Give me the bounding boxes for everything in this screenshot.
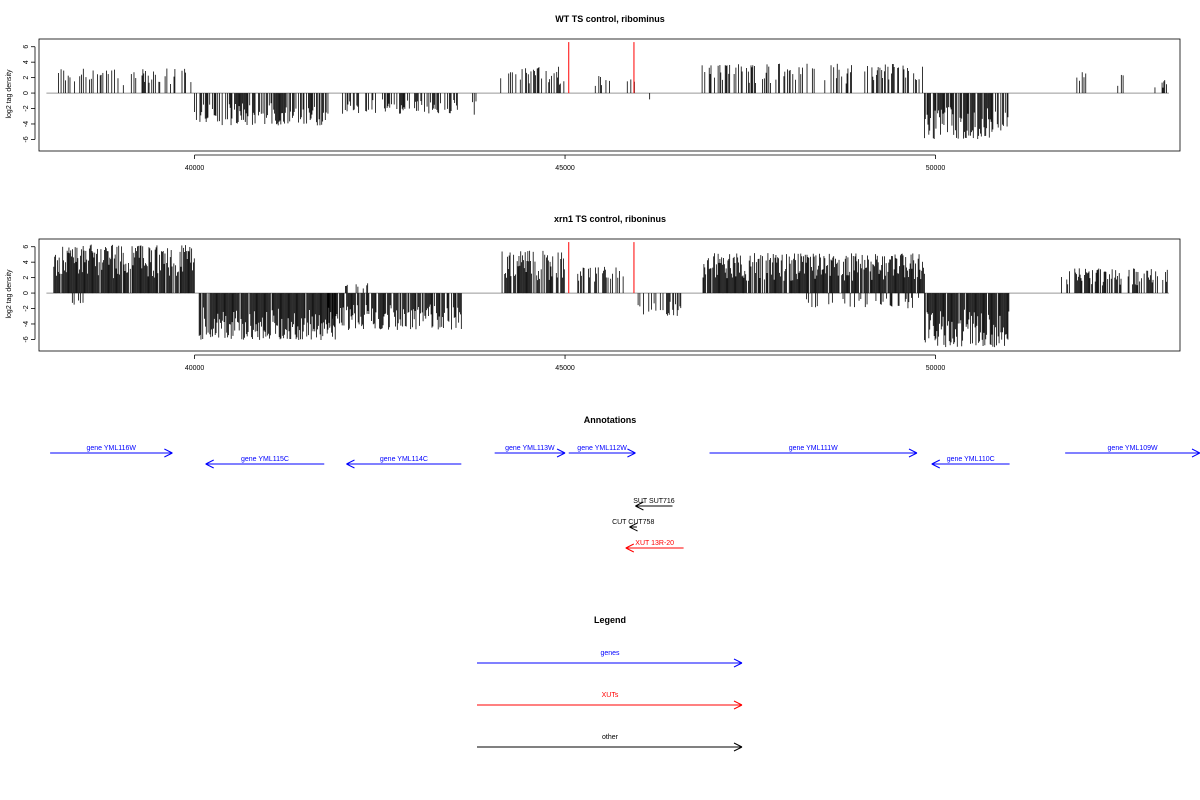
arrow-head xyxy=(908,452,918,458)
feature-arrow xyxy=(494,448,566,458)
panel-title: xrn1 TS control, riboninus xyxy=(554,214,666,224)
x-tick-label: 50000 xyxy=(926,165,946,172)
arrow-head xyxy=(733,658,743,664)
legend: genes XUTs other xyxy=(477,650,743,752)
annotations-title: Annotations xyxy=(584,415,637,425)
y-tick-label: 0 xyxy=(23,291,30,295)
legend-arrow xyxy=(477,700,743,710)
feature-label: gene YML114C xyxy=(380,456,428,463)
x-tick-label: 45000 xyxy=(555,365,575,372)
arrow-head xyxy=(205,463,214,469)
y-tick-label: 2 xyxy=(23,76,30,80)
feature-label: gene YML109W xyxy=(1108,445,1158,452)
y-tick-label: 2 xyxy=(23,276,30,280)
feature-label: gene YML115C xyxy=(241,456,289,463)
annotation-track: gene YML116W gene YML115C gene YML114C gene… xyxy=(50,445,1200,553)
legend-arrow xyxy=(477,742,743,752)
x-tick-label: 40000 xyxy=(185,165,205,172)
y-tick-label: 6 xyxy=(23,245,30,249)
bar-group xyxy=(46,42,1169,140)
arrow-head xyxy=(164,448,173,454)
feature-label: gene YML112W xyxy=(577,445,627,452)
axes: -6 -4 -2 0 2 4 6 40000 45000 50000 xyxy=(23,45,945,172)
arrow-head xyxy=(627,452,636,458)
feature-arrow xyxy=(568,448,636,458)
feature-label: gene YML116W xyxy=(86,445,136,452)
y-tick-label: 4 xyxy=(23,260,30,264)
feature-arrow xyxy=(931,459,1010,469)
feature-arrow xyxy=(1065,448,1200,458)
feature-arrow xyxy=(629,522,638,532)
legend-label: XUTs xyxy=(602,692,619,699)
feature-arrow xyxy=(346,459,462,469)
feature-label: XUT 13R-20 xyxy=(635,540,674,547)
arrow-head xyxy=(733,700,743,706)
arrow-head xyxy=(164,452,173,458)
y-tick-label: -2 xyxy=(23,105,30,111)
y-tick-label: -4 xyxy=(23,321,30,327)
y-tick-label: 4 xyxy=(23,60,30,64)
arrow-head xyxy=(625,547,635,553)
arrow-head xyxy=(346,459,355,465)
legend-title: Legend xyxy=(594,615,626,625)
feature-arrow xyxy=(625,543,684,553)
arrow-head xyxy=(205,459,214,465)
y-tick-label: -6 xyxy=(23,136,30,142)
plot-frame xyxy=(38,38,1181,152)
legend-arrow xyxy=(477,658,743,668)
arrow-head xyxy=(733,746,743,752)
y-tick-label: -4 xyxy=(23,121,30,127)
arrow-head xyxy=(1191,452,1200,458)
y-tick-label: 0 xyxy=(23,91,30,95)
y-tick-label: 6 xyxy=(23,45,30,49)
arrow-head xyxy=(629,522,638,528)
legend-label: genes xyxy=(600,650,620,657)
arrow-head xyxy=(635,505,644,511)
arrow-head xyxy=(908,448,918,454)
arrow-head xyxy=(346,463,355,469)
arrow-head xyxy=(556,452,566,458)
arrow-head xyxy=(625,543,635,549)
y-tick-label: -6 xyxy=(23,336,30,342)
feature-arrow xyxy=(205,459,325,469)
panel-wt: WT TS control, ribominus log2 tag densit… xyxy=(6,14,1181,172)
panel-title: WT TS control, ribominus xyxy=(555,14,665,24)
arrow-head xyxy=(733,704,743,710)
panel-xrn1: xrn1 TS control, riboninus log2 tag dens… xyxy=(6,214,1181,372)
arrow-head xyxy=(1191,448,1200,454)
feature-label: SUT SUT716 xyxy=(633,498,675,505)
y-axis-label: log2 tag density xyxy=(6,269,13,319)
arrow-head xyxy=(931,463,941,469)
x-tick-label: 50000 xyxy=(926,365,946,372)
y-axis-label: log2 tag density xyxy=(6,69,13,119)
x-tick-label: 45000 xyxy=(555,165,575,172)
arrow-head xyxy=(627,448,636,454)
feature-label: gene YML110C xyxy=(947,456,995,463)
arrow-head xyxy=(556,448,566,454)
arrow-head xyxy=(733,662,743,668)
y-tick-label: -2 xyxy=(23,305,30,311)
arrow-head xyxy=(931,459,941,465)
feature-label: gene YML113W xyxy=(505,445,555,452)
arrow-head xyxy=(733,742,743,748)
feature-arrow xyxy=(709,448,918,458)
feature-label: CUT CUT758 xyxy=(612,519,654,526)
bar-group xyxy=(46,242,1169,348)
feature-arrow xyxy=(635,501,673,511)
feature-arrow xyxy=(50,448,173,458)
plot-frame xyxy=(38,238,1181,352)
x-tick-label: 40000 xyxy=(185,365,205,372)
arrow-head xyxy=(629,526,638,532)
axes: -6 -4 -2 0 2 4 6 40000 45000 50000 xyxy=(23,245,945,372)
arrow-head xyxy=(635,501,644,507)
legend-label: other xyxy=(602,734,619,741)
feature-label: gene YML111W xyxy=(789,445,838,452)
